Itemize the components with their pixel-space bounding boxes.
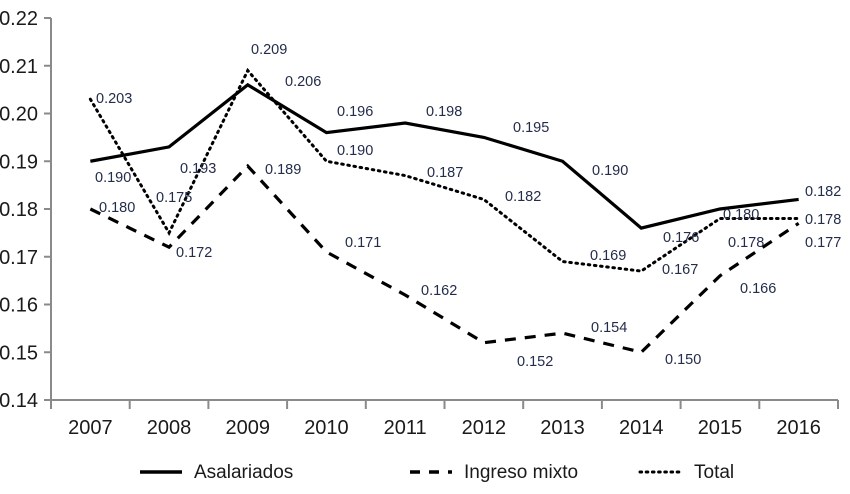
series-dashed — [89, 163, 800, 355]
y-tick-label: 0.18 — [0, 199, 38, 221]
data-label: 0.178 — [728, 235, 764, 251]
x-axis: 2007 2008 2009 2010 2011 2012 2013 2014 2015 2016 — [50, 399, 839, 439]
data-label: 0.169 — [590, 248, 626, 264]
x-tick-label: 2008 — [147, 417, 192, 439]
x-tick-label: 2007 — [68, 417, 113, 439]
data-label: 0.203 — [96, 91, 132, 107]
data-label: 0.162 — [421, 283, 457, 299]
y-tick-label: 0.15 — [0, 342, 38, 364]
x-tick-label: 2013 — [540, 417, 585, 439]
data-label: 0.182 — [505, 189, 541, 205]
data-label: 0.172 — [176, 245, 212, 261]
data-label: 0.175 — [156, 190, 192, 206]
y-tick-label: 0.22 — [0, 8, 38, 30]
y-tick-label: 0.17 — [0, 247, 38, 269]
data-label: 0.195 — [513, 120, 549, 136]
legend-label-dashed: Ingreso mixto — [464, 462, 578, 483]
x-tick-label: 2011 — [384, 417, 427, 439]
y-tick-label: 0.21 — [0, 56, 38, 78]
data-label: 0.190 — [592, 163, 628, 179]
y-axis: 0.22 0.21 0.20 0.19 0.18 0.17 0.16 0.15 0.14 — [0, 8, 52, 412]
legend-label-solid: Asalariados — [194, 462, 293, 483]
y-tick-label: 0.19 — [0, 151, 38, 173]
data-label: 0.152 — [517, 354, 553, 370]
data-label: 0.166 — [740, 281, 776, 297]
x-tick-label: 2015 — [698, 417, 743, 439]
data-label: 0.206 — [285, 74, 321, 90]
x-tick-label: 2009 — [226, 417, 271, 439]
chart-legend: Asalariados Ingreso mixto Total — [140, 462, 734, 483]
data-label: 0.154 — [591, 320, 627, 336]
data-label: 0.150 — [665, 352, 701, 368]
data-point-labels: 0.203 0.190 0.180 0.175 0.193 0.172 0.209 0.206… — [95, 42, 841, 370]
data-label: 0.171 — [345, 235, 381, 251]
x-tick-label: 2010 — [304, 417, 349, 439]
y-tick-label: 0.20 — [0, 104, 38, 126]
series-lines — [88, 67, 801, 355]
data-label: 0.198 — [426, 104, 462, 120]
data-label: 0.167 — [662, 262, 698, 278]
x-tick-label: 2016 — [776, 417, 821, 439]
data-label: 0.178 — [805, 212, 841, 228]
legend-label-dotted: Total — [694, 462, 734, 483]
data-label: 0.180 — [99, 200, 135, 216]
data-label: 0.190 — [337, 143, 373, 159]
data-label: 0.189 — [265, 162, 301, 178]
y-tick-label: 0.16 — [0, 295, 38, 317]
x-tick-label: 2012 — [462, 417, 507, 439]
series-dotted — [88, 67, 801, 273]
y-tick-label: 0.14 — [0, 390, 38, 412]
data-label: 0.180 — [723, 207, 759, 223]
x-tick-label: 2014 — [619, 417, 664, 439]
data-label: 0.209 — [251, 42, 287, 58]
data-label: 0.177 — [805, 235, 841, 251]
data-label: 0.190 — [95, 170, 131, 186]
data-label: 0.193 — [180, 161, 216, 177]
series-solid — [90, 82, 799, 230]
data-label: 0.182 — [805, 184, 841, 200]
data-label: 0.187 — [427, 165, 463, 181]
data-label: 0.176 — [663, 230, 699, 246]
data-label: 0.196 — [337, 104, 373, 120]
